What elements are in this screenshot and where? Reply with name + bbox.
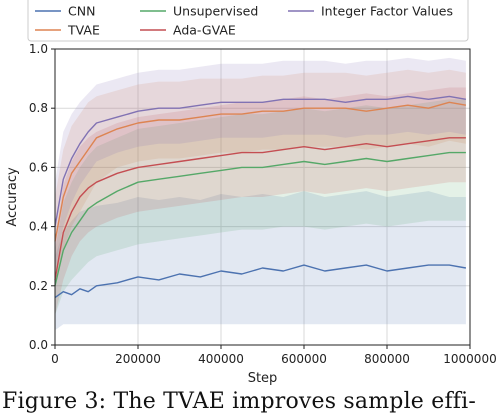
band-tvae xyxy=(55,69,466,286)
y-tick-label: 0.6 xyxy=(29,160,48,174)
legend: CNN TVAE Unsupervised Ada-GVAE Integer Facto… xyxy=(27,0,469,42)
axis-ticks: 0 200000 400000 600000 800000 1000000 0.0 0.2 0.… xyxy=(29,42,497,366)
figure-caption: Figure 3: The TVAE improves sample effi- xyxy=(2,389,476,414)
band-unsupervised xyxy=(55,99,466,316)
accuracy-chart: 0 200000 400000 600000 800000 1000000 0.0 0.2 0.… xyxy=(5,0,497,386)
x-tick-label: 1000000 xyxy=(443,352,496,366)
series-lines xyxy=(54,95,467,299)
y-tick-label: 0.4 xyxy=(29,220,48,234)
line-integer-factor-values xyxy=(54,95,467,227)
legend-label-ada-gvae: Ada-GVAE xyxy=(173,23,236,38)
x-tick-label: 800000 xyxy=(364,352,410,366)
band-cnn xyxy=(55,191,466,331)
line-tvae xyxy=(54,101,467,242)
plot-frame xyxy=(54,48,471,346)
confidence-bands xyxy=(55,57,466,331)
legend-label-integer-factor-values: Integer Factor Values xyxy=(321,4,453,19)
line-unsupervised xyxy=(54,151,466,286)
line-cnn xyxy=(54,264,467,299)
y-tick-label: 0.0 xyxy=(29,338,48,352)
legend-label-tvae: TVAE xyxy=(67,23,100,38)
x-axis-label: Step xyxy=(248,371,278,386)
y-tick-label: 0.2 xyxy=(29,279,48,293)
y-tick-label: 0.8 xyxy=(29,101,48,115)
x-tick-label: 200000 xyxy=(115,352,161,366)
y-tick-label: 1.0 xyxy=(29,42,48,56)
legend-label-cnn: CNN xyxy=(68,4,95,19)
legend-label-unsupervised: Unsupervised xyxy=(173,4,258,19)
y-axis-label: Accuracy xyxy=(5,167,20,227)
line-ada-gvae xyxy=(54,137,466,281)
legend-box xyxy=(27,0,469,42)
x-tick-label: 400000 xyxy=(198,352,244,366)
x-tick-label: 0 xyxy=(51,352,59,366)
x-tick-label: 600000 xyxy=(281,352,327,366)
